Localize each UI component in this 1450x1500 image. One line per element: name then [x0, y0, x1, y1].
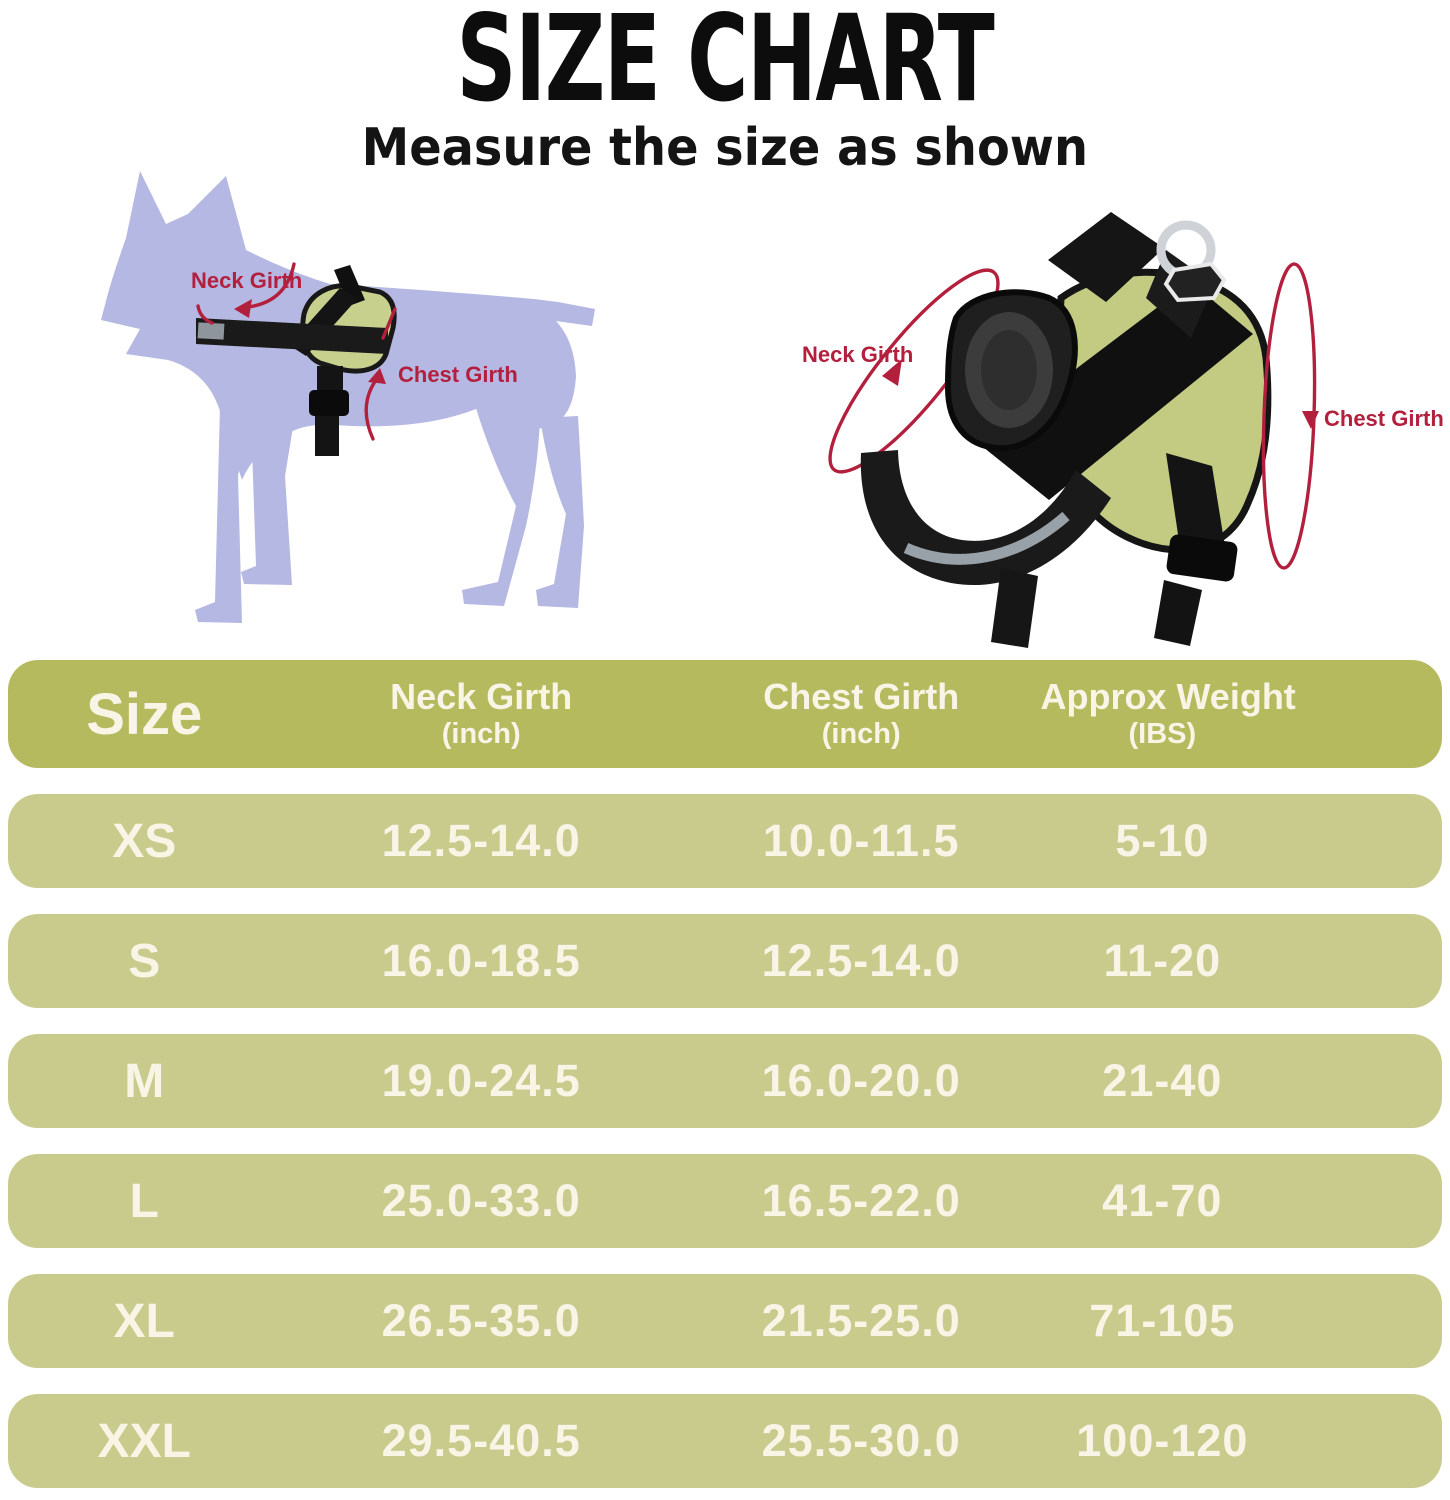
weight-value: 41-70 — [1102, 1175, 1223, 1226]
size-table: Size Neck Girth (inch) Chest Girth (inch… — [8, 660, 1442, 1500]
table-row-s: S 16.0-18.5 12.5-14.0 11-20 — [8, 914, 1442, 1008]
dog-annotations: Neck Girth Chest Girth — [191, 262, 518, 441]
dog-neck-girth-arc — [246, 262, 296, 309]
table-header-row: Size Neck Girth (inch) Chest Girth (inch… — [8, 660, 1442, 768]
neck-girth-value: 29.5-40.5 — [381, 1415, 581, 1466]
chest-girth-value: 10.0-11.5 — [762, 815, 960, 866]
col-header-neck-title: Neck Girth — [390, 676, 573, 718]
neck-girth-value: 12.5-14.0 — [381, 815, 581, 866]
col-header-neck-unit: (inch) — [441, 717, 521, 750]
reflective-patch — [197, 322, 225, 340]
top-handle — [1048, 212, 1164, 302]
chest-girth-value: 12.5-14.0 — [761, 935, 961, 986]
belly-strap-lower — [315, 416, 339, 456]
chest-girth-value: 25.5-30.0 — [761, 1415, 961, 1466]
product-neck-girth-ellipse — [828, 268, 1000, 474]
col-header-weight-unit: (IBS) — [1128, 717, 1197, 750]
size-value: M — [124, 1054, 165, 1108]
neck-girth-value: 19.0-24.5 — [381, 1055, 581, 1106]
size-value: L — [129, 1174, 159, 1228]
col-header-weight-title: Approx Weight — [1040, 676, 1296, 718]
dog-chest-girth-label: Chest Girth — [398, 362, 518, 387]
belly-strap-buckle — [309, 390, 349, 416]
harness-product-diagram: Neck Girth Chest Girth — [802, 212, 1444, 648]
chest-girth-value: 21.5-25.0 — [761, 1295, 961, 1346]
neck-girth-value: 26.5-35.0 — [381, 1295, 581, 1346]
velcro-band — [978, 282, 1253, 500]
weight-value: 5-10 — [1115, 815, 1210, 866]
dog-chest-girth-arc-upper — [381, 307, 397, 340]
dog-measurement-diagram: Neck Girth Chest Girth — [101, 171, 595, 623]
product-neck-girth-label: Neck Girth — [802, 342, 913, 367]
neck-girth-value: 25.0-33.0 — [381, 1175, 581, 1226]
table-row-m: M 19.0-24.5 16.0-20.0 21-40 — [8, 1034, 1442, 1128]
mesh-pad-core — [981, 330, 1037, 410]
dog-rear-leg-near — [462, 408, 540, 606]
size-value: XS — [112, 814, 177, 868]
buckle-strap-tail — [1154, 580, 1202, 646]
weight-value: 71-105 — [1089, 1295, 1236, 1346]
lower-front-strap — [991, 568, 1038, 648]
dog-chest-girth-arrowhead — [368, 368, 386, 384]
page-subtitle: Measure the size as shown — [361, 118, 1089, 178]
dog-front-leg-far — [241, 418, 294, 585]
col-header-chest: Chest Girth (inch) — [682, 677, 1041, 750]
dog-rear-leg-far — [536, 416, 584, 608]
right-chest-strap — [1166, 453, 1226, 553]
col-header-size: Size — [86, 681, 203, 747]
size-value: XL — [113, 1294, 175, 1348]
dog-front-leg-near — [195, 406, 248, 623]
side-release-buckle — [1166, 534, 1238, 582]
size-value: XXL — [97, 1414, 191, 1468]
belly-strap-upper — [317, 366, 343, 390]
harness-product — [860, 212, 1272, 648]
weight-value: 100-120 — [1076, 1415, 1249, 1466]
harness-handle — [334, 265, 365, 306]
table-row-xl: XL 26.5-35.0 21.5-25.0 71-105 — [8, 1274, 1442, 1368]
product-neck-girth-arrowhead — [882, 359, 902, 386]
harness-chest-strap — [196, 318, 388, 354]
col-header-chest-title: Chest Girth — [763, 676, 960, 718]
brand-patch — [1163, 261, 1227, 303]
weight-value: 21-40 — [1102, 1055, 1223, 1106]
neck-girth-value: 16.0-18.5 — [381, 935, 581, 986]
product-chest-girth-label: Chest Girth — [1324, 406, 1444, 431]
col-header-chest-unit: (inch) — [821, 717, 901, 750]
size-value: S — [128, 934, 161, 988]
page-title: SIZE CHART — [456, 0, 995, 129]
table-row-xs: XS 12.5-14.0 10.0-11.5 5-10 — [8, 794, 1442, 888]
dog-neck-girth-arrowhead — [234, 299, 252, 318]
chest-girth-value: 16.5-22.0 — [761, 1175, 961, 1226]
harness-on-dog — [196, 265, 397, 456]
product-chest-girth-arrowhead — [1302, 411, 1319, 429]
title-block: SIZE CHART Measure the size as shown — [0, 0, 1450, 174]
dog-neck-girth-arc-tail — [196, 304, 214, 325]
dog-chest-girth-arc-lower — [364, 378, 378, 441]
chest-girth-value: 16.0-20.0 — [761, 1055, 961, 1106]
reflective-stripe — [903, 511, 1070, 565]
table-row-l: L 25.0-33.0 16.5-22.0 41-70 — [8, 1154, 1442, 1248]
table-row-xxl: XXL 29.5-40.5 25.5-30.0 100-120 — [8, 1394, 1442, 1488]
col-header-weight: Approx Weight (IBS) — [1040, 676, 1296, 750]
weight-value: 11-20 — [1103, 935, 1222, 986]
col-header-neck: Neck Girth (inch) — [280, 677, 682, 750]
dog-neck-girth-label: Neck Girth — [191, 268, 302, 293]
